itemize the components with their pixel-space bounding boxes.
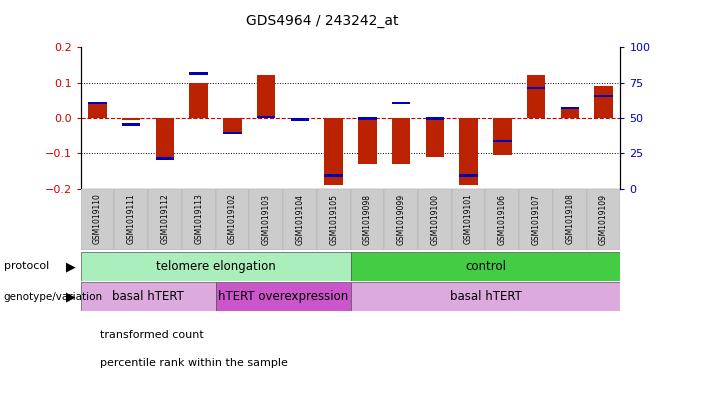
Bar: [88, 102, 107, 104]
Bar: [81, 252, 350, 281]
Text: percentile rank within the sample: percentile rank within the sample: [100, 358, 287, 368]
Text: basal hTERT: basal hTERT: [112, 290, 184, 303]
Text: telomere elongation: telomere elongation: [156, 260, 275, 273]
Text: ▶: ▶: [66, 290, 76, 303]
Bar: [223, 132, 242, 134]
Bar: [156, 118, 175, 160]
Bar: [459, 118, 478, 185]
Bar: [122, 123, 140, 125]
Bar: [325, 118, 343, 185]
Bar: [358, 118, 376, 120]
Bar: [587, 189, 620, 250]
Bar: [519, 189, 553, 250]
Bar: [291, 118, 309, 121]
Bar: [493, 140, 512, 142]
Text: ▶: ▶: [66, 260, 76, 273]
Bar: [189, 83, 208, 118]
Bar: [350, 282, 620, 311]
Bar: [122, 118, 140, 119]
Text: GSM1019105: GSM1019105: [329, 193, 338, 244]
Text: GSM1019111: GSM1019111: [127, 193, 136, 244]
Bar: [418, 189, 451, 250]
Bar: [493, 118, 512, 155]
Bar: [250, 189, 283, 250]
Bar: [350, 252, 620, 281]
Bar: [526, 86, 545, 89]
Text: GSM1019102: GSM1019102: [228, 193, 237, 244]
Bar: [317, 189, 350, 250]
Bar: [182, 189, 216, 250]
Bar: [283, 189, 317, 250]
Bar: [81, 189, 114, 250]
Bar: [257, 75, 275, 118]
Text: GSM1019109: GSM1019109: [599, 193, 608, 244]
Bar: [561, 107, 579, 109]
Bar: [384, 189, 418, 250]
Text: GSM1019104: GSM1019104: [295, 193, 304, 244]
Bar: [594, 86, 613, 118]
Bar: [114, 189, 148, 250]
Bar: [223, 118, 242, 132]
Bar: [561, 107, 579, 118]
Text: GSM1019101: GSM1019101: [464, 193, 473, 244]
Bar: [451, 189, 485, 250]
Bar: [350, 189, 384, 250]
Bar: [156, 157, 175, 160]
Bar: [216, 189, 250, 250]
Text: GSM1019112: GSM1019112: [161, 193, 170, 244]
Text: GSM1019099: GSM1019099: [397, 193, 406, 244]
Bar: [392, 118, 410, 164]
Bar: [257, 116, 275, 118]
Bar: [216, 282, 350, 311]
Bar: [392, 102, 410, 104]
Text: basal hTERT: basal hTERT: [449, 290, 522, 303]
Text: hTERT overexpression: hTERT overexpression: [218, 290, 348, 303]
Text: transformed count: transformed count: [100, 330, 203, 340]
Text: GSM1019106: GSM1019106: [498, 193, 507, 244]
Text: control: control: [465, 260, 506, 273]
Text: GSM1019107: GSM1019107: [531, 193, 540, 244]
Bar: [485, 189, 519, 250]
Bar: [426, 118, 444, 120]
Bar: [526, 75, 545, 118]
Bar: [148, 189, 182, 250]
Bar: [459, 174, 478, 177]
Bar: [325, 174, 343, 177]
Text: GSM1019103: GSM1019103: [261, 193, 271, 244]
Text: protocol: protocol: [4, 261, 49, 272]
Bar: [358, 118, 376, 164]
Bar: [594, 95, 613, 97]
Bar: [291, 118, 309, 119]
Text: genotype/variation: genotype/variation: [4, 292, 102, 302]
Bar: [553, 189, 587, 250]
Text: GSM1019098: GSM1019098: [363, 193, 372, 244]
Text: GSM1019108: GSM1019108: [565, 193, 574, 244]
Text: GDS4964 / 243242_at: GDS4964 / 243242_at: [246, 14, 399, 28]
Text: GSM1019100: GSM1019100: [430, 193, 440, 244]
Bar: [426, 118, 444, 157]
Bar: [81, 282, 216, 311]
Text: GSM1019110: GSM1019110: [93, 193, 102, 244]
Text: GSM1019113: GSM1019113: [194, 193, 203, 244]
Bar: [189, 72, 208, 75]
Bar: [88, 104, 107, 118]
